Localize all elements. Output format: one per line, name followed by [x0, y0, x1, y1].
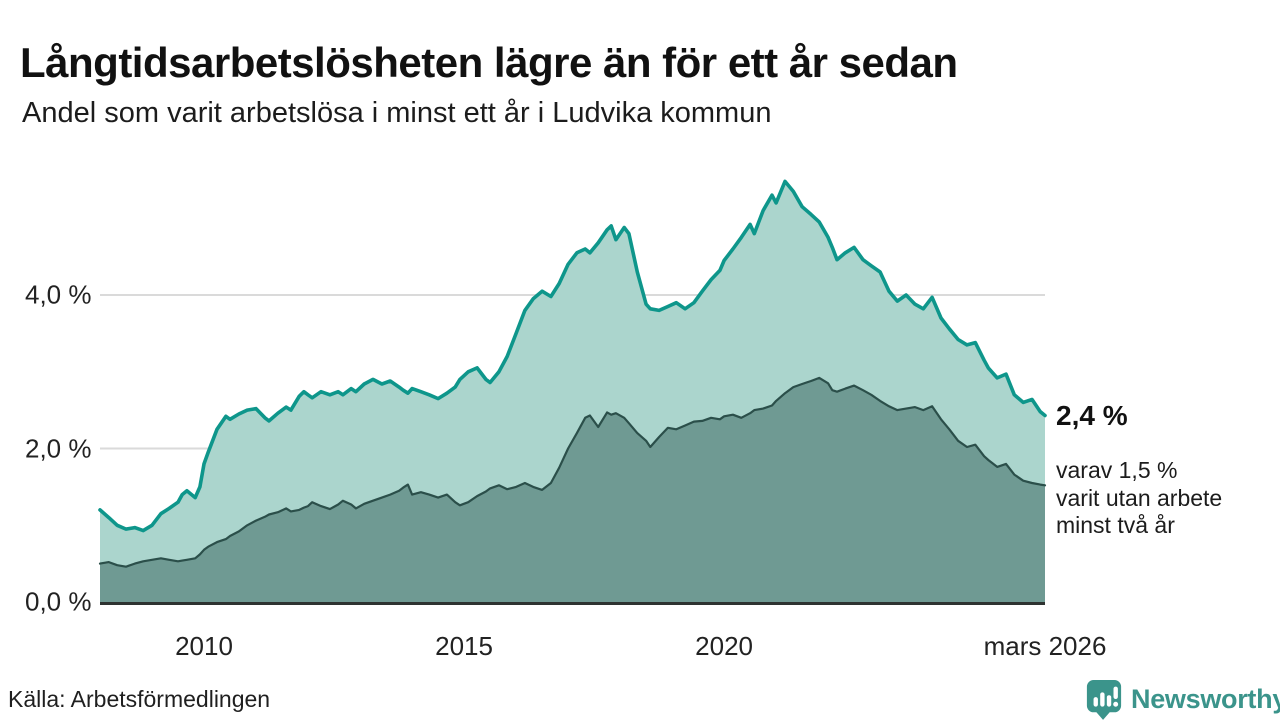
newsworthy-logo: Newsworthy [1085, 678, 1280, 720]
source-label: Källa: Arbetsförmedlingen [8, 686, 271, 712]
latest-detail-label: varav 1,5 % varit utan arbete minst två … [1056, 457, 1223, 539]
x-axis-tick-label: 2010 [175, 631, 233, 661]
x-axis-tick-label: 2015 [435, 631, 493, 661]
x-axis-tick-label: 2020 [695, 631, 754, 661]
y-axis-tick-label: 0,0 % [25, 586, 92, 617]
latest-value-label: 2,4 % [1056, 400, 1128, 431]
x-axis-tick-label: mars 2026 [983, 631, 1107, 661]
page-title: Långtidsarbetslösheten lägre än för ett … [20, 39, 958, 87]
chart-subtitle: Andel som varit arbetslösa i minst ett å… [22, 97, 772, 129]
newsworthy-wordmark: Newsworthy [1131, 683, 1280, 714]
newsworthy-icon [1086, 680, 1122, 720]
y-axis-tick-label: 4,0 % [25, 279, 92, 310]
y-axis-tick-label: 2,0 % [25, 433, 92, 463]
